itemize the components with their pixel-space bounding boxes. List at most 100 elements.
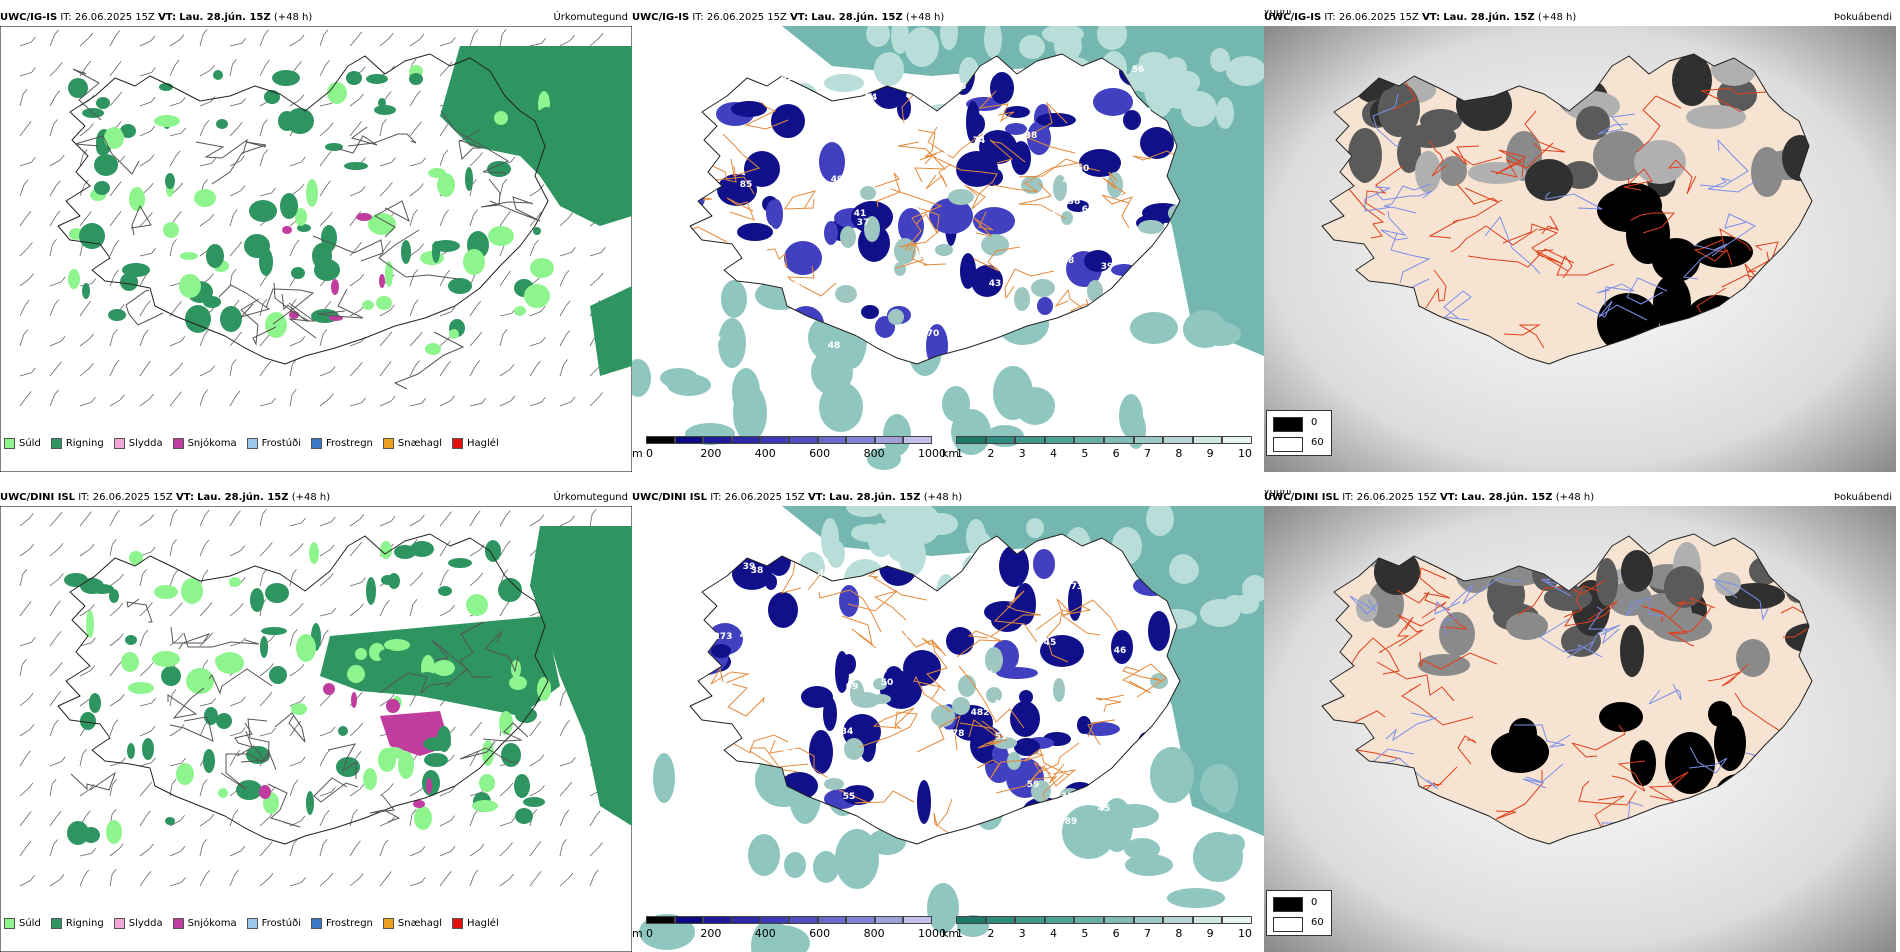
cloud-base-label: 49 — [831, 175, 844, 185]
visibility-colorbar-segment — [1222, 436, 1252, 444]
precip-legend-swatch — [4, 438, 15, 449]
field-name: Þokuábendi — [1833, 492, 1892, 503]
it-value: 26.06.2025 15Z — [92, 492, 173, 503]
cloud-base-label: 508 — [800, 234, 819, 244]
cloud-base-label: 85 — [740, 180, 753, 190]
lead-time: (+48 h) — [1555, 492, 1595, 503]
cloud-base-label: 51 — [995, 732, 1008, 742]
cloud-unit: m — [632, 927, 643, 940]
precip-legend-label: Frostregn — [326, 438, 373, 449]
lead-time: (+48 h) — [273, 12, 313, 23]
cloud-base-map: 5040294634494539383656933444825159273414… — [632, 506, 1264, 952]
fog-index-map — [1264, 506, 1896, 952]
visibility-unit: km — [942, 927, 960, 940]
cloud-base-label: 71 — [1129, 598, 1142, 608]
cloud-base-label: 35 — [1106, 590, 1119, 600]
visibility-colorbar-segment — [956, 436, 986, 444]
precip-legend-swatch — [50, 438, 62, 449]
precip-legend-label: Snæhagl — [397, 918, 443, 929]
panel-ig-fog: Skyggni UWC/IG-IS IT: 26.06.2025 15Z VT:… — [1264, 10, 1896, 472]
cloud-base-label: 41 — [818, 569, 831, 579]
it-value: 26.06.2025 15Z — [706, 12, 787, 23]
cloud-base-label: 46 — [1114, 646, 1127, 656]
cloud-base-label: 273 — [714, 632, 733, 642]
precip-legend-item: Slydda — [113, 918, 163, 929]
precip-legend-item: Rigning — [50, 438, 104, 449]
cloud-base-label: 27 — [709, 336, 722, 346]
vt-label: VT: — [1422, 12, 1441, 23]
visibility-tick-label: 3 — [1018, 927, 1026, 940]
visibility-colorbar-segment — [1015, 436, 1045, 444]
panel-header: Skyggni UWC/IG-IS IT: 26.06.2025 15Z VT:… — [1264, 10, 1896, 26]
fog-swatch-black — [1273, 417, 1303, 432]
visibility-colorbar-segment — [1163, 436, 1193, 444]
cloud-base-label: 43 — [1120, 287, 1133, 297]
visibility-tick-label: 7 — [1144, 927, 1151, 940]
cloud-base-label: 47 — [1094, 678, 1107, 688]
vt-value: Lau. 28.jún. 15Z — [1443, 12, 1535, 23]
it-value: 26.06.2025 15Z — [1356, 492, 1437, 503]
cloud-base-label: 38 — [913, 202, 926, 212]
visibility-colorbar-segment — [1044, 916, 1075, 924]
vt-value: Lau. 28.jún. 15Z — [829, 492, 921, 503]
cloud-base-label: 50 — [1139, 107, 1152, 117]
model-source: UWC/DINI ISL — [632, 492, 708, 503]
cloud-colorbar-segment — [760, 916, 789, 924]
precip-legend-item: Snæhagl — [382, 918, 443, 929]
lead-time: (+48 h) — [905, 12, 945, 23]
visibility-tick-label: 5 — [1081, 927, 1089, 940]
it-label: IT: — [692, 12, 704, 23]
cloud-base-label: 36 — [981, 670, 994, 680]
precip-legend-swatch — [246, 438, 258, 449]
precip-legend-item: Haglél — [452, 438, 499, 449]
cloud-base-label: 47 — [933, 93, 946, 103]
cloud-base-label: 54 — [865, 93, 878, 103]
cloud-base-label: 51 — [849, 548, 862, 558]
field-name: Úrkomutegund — [553, 492, 628, 503]
precip-legend-swatch — [311, 438, 322, 449]
visibility-tick-label: 5 — [1081, 447, 1089, 460]
vt-value: Lau. 28.jún. 15Z — [1461, 492, 1553, 503]
precip-legend-item: Frostregn — [311, 918, 373, 929]
cloud-base-label: 87 — [794, 279, 807, 289]
it-label: IT: — [1324, 12, 1336, 23]
cloud-tick-label: 0 — [646, 447, 653, 460]
cloud-tick-label: 800 — [863, 927, 885, 940]
it-label: IT: — [78, 492, 90, 503]
cloud-base-label: 47 — [751, 265, 764, 275]
precip-legend-label: Snæhagl — [397, 438, 443, 449]
cloud-base-label: 178 — [946, 729, 965, 739]
precip-legend-swatch — [452, 918, 464, 929]
cloud-base-label: 55 — [1128, 309, 1141, 319]
precip-legend-item: Frostúði — [246, 438, 301, 449]
field-name: Þokuábendi — [1833, 12, 1892, 23]
cloud-base-label: 93 — [875, 666, 888, 676]
cloud-base-label: 56 — [1132, 65, 1145, 75]
precip-legend-item: Frostregn — [311, 438, 373, 449]
vt-label: VT: — [158, 12, 177, 23]
precip-legend-item: Snjókoma — [172, 438, 237, 449]
visibility-tick-label: 10 — [1238, 447, 1252, 460]
cloud-base-label: 50 — [1077, 164, 1090, 174]
cloud-tick-label: 1000 — [918, 447, 946, 460]
cloud-base-label: 60 — [827, 816, 840, 826]
visibility-tick-label: 6 — [1112, 927, 1120, 940]
cloud-base-label: 50 — [881, 678, 894, 688]
cloud-colorbar-segment — [674, 436, 704, 444]
cloud-base-label: 150 — [825, 257, 844, 267]
cloud-tick-label: 200 — [700, 927, 722, 940]
cloud-base-colorbar: m 0 200 400 600 800 1000 — [632, 916, 946, 946]
cloud-base-label: 89 — [1065, 817, 1078, 827]
visibility-field-label: Skyggni — [1264, 10, 1292, 17]
visibility-unit: km — [942, 447, 960, 460]
cloud-base-map: 4840412839383250554749383854517467595052… — [632, 26, 1264, 472]
cloud-colorbar-segment — [646, 436, 675, 444]
visibility-colorbar-segment — [1074, 436, 1104, 444]
visibility-tick-label: 10 — [1238, 927, 1252, 940]
cloud-base-label: 38 — [1061, 792, 1074, 802]
cloud-unit: m — [632, 447, 643, 460]
panel-dini-precip: UWC/DINI ISL IT: 26.06.2025 15Z VT: Lau.… — [0, 490, 632, 952]
cloud-base-label: 40 — [740, 631, 753, 641]
cloud-base-label: 55 — [843, 792, 856, 802]
visibility-tick-label: 8 — [1175, 447, 1183, 460]
